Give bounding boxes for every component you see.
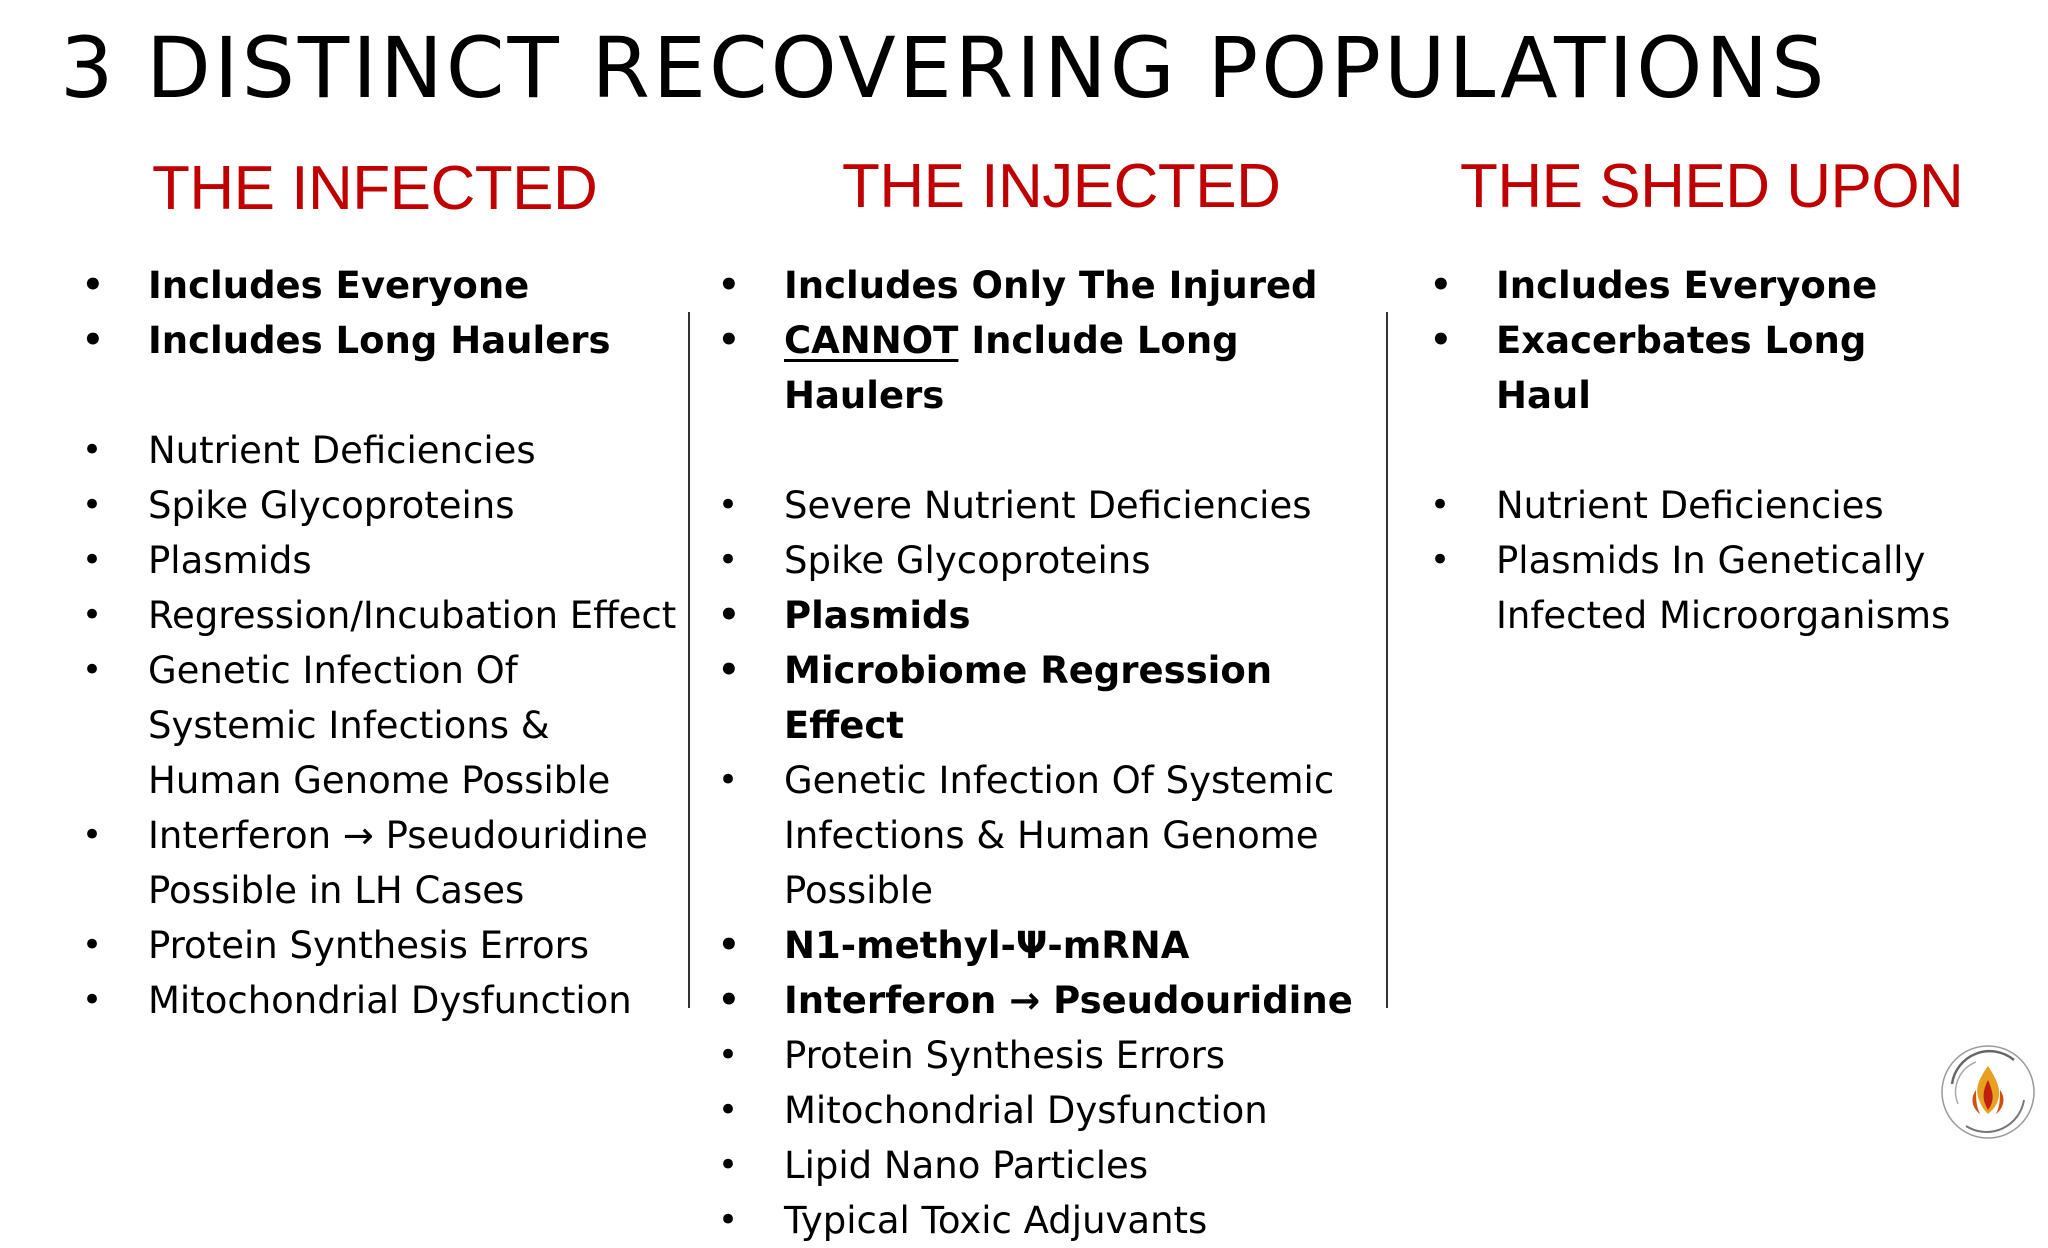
bullet-item: Includes Long Haulers (82, 313, 678, 368)
bullet-item: Genetic Infection Of Systemic Infections… (718, 753, 1368, 918)
column-injected-list: Includes Only The Injured CANNOT Include … (718, 258, 1368, 1248)
bullet-item: Mitochondrial Dysfunction (82, 973, 678, 1028)
bullet-text: Spike Glycoproteins (148, 484, 515, 527)
bullet-text: N1-methyl-Ψ-mRNA (784, 924, 1190, 967)
bullet-text: Lipid Nano Particles (784, 1144, 1149, 1187)
bullet-text: Nutrient Deficiencies (1496, 484, 1884, 527)
bullet-text: Includes Only The Injured (784, 264, 1318, 307)
bullet-text: Mitochondrial Dysfunction (784, 1089, 1268, 1132)
bullet-item: Lipid Nano Particles (718, 1138, 1368, 1193)
bullet-text: Include Long Haulers (784, 319, 1239, 417)
bullet-text: Plasmids (784, 594, 971, 637)
bullet-text: Includes Everyone (1496, 264, 1878, 307)
bullet-text: Includes Long Haulers (148, 319, 611, 362)
bullet-text: Genetic Infection Of Systemic Infections… (784, 759, 1335, 912)
column-divider-left (688, 312, 690, 1008)
column-shed-upon-list: Includes Everyone Exacerbates Long Haul Nu… (1430, 258, 1970, 643)
column-infected-list: Includes Everyone Includes Long Haulers Nu… (82, 258, 678, 1028)
bullet-item: Microbiome Regression Effect (718, 643, 1368, 753)
bullet-text: Mitochondrial Dysfunction (148, 979, 632, 1022)
bullet-text: Exacerbates Long Haul (1496, 319, 1867, 417)
emphasis-word: CANNOT (784, 319, 959, 362)
bullet-text: Plasmids (148, 539, 312, 582)
bullet-item: Severe Nutrient Deficiencies (718, 478, 1368, 533)
bullet-item: N1-methyl-Ψ-mRNA (718, 918, 1368, 973)
bullet-item: Regression/Incubation Effect (82, 588, 678, 643)
bullet-item: Interferon → Pseudouridine Possible in L… (82, 808, 678, 918)
bullet-item: Exacerbates Long Haul (1430, 313, 1970, 423)
column-heading-shed-upon: THE SHED UPON (1460, 152, 1964, 221)
bullet-item: Genetic Infection Of Systemic Infections… (82, 643, 678, 808)
bullet-item: Nutrient Deficiencies (82, 423, 678, 478)
slide-title: 3 DISTINCT RECOVERING POPULATIONS (60, 19, 1828, 117)
bullet-text: Plasmids In Genetically Infected Microor… (1496, 539, 1951, 637)
bullet-text: Severe Nutrient Deficiencies (784, 484, 1312, 527)
bullet-item: Mitochondrial Dysfunction (718, 1083, 1368, 1138)
column-heading-infected: THE INFECTED (152, 154, 598, 223)
bullet-text: Microbiome Regression Effect (784, 649, 1273, 747)
bullet-item: Protein Synthesis Errors (718, 1028, 1368, 1083)
bullet-item: Spike Glycoproteins (82, 478, 678, 533)
bullet-item: Typical Toxic Adjuvants (718, 1193, 1368, 1248)
bullet-item: Spike Glycoproteins (718, 533, 1368, 588)
bullet-text: Interferon → Pseudouridine Possible in L… (148, 814, 648, 912)
bullet-text: Includes Everyone (148, 264, 530, 307)
column-heading-injected: THE INJECTED (842, 152, 1281, 221)
bullet-text: Protein Synthesis Errors (784, 1034, 1226, 1077)
bullet-text: Regression/Incubation Effect (148, 594, 677, 637)
bullet-item: Includes Everyone (82, 258, 678, 313)
bullet-text: Spike Glycoproteins (784, 539, 1151, 582)
bullet-text: Protein Synthesis Errors (148, 924, 590, 967)
bullet-text: Typical Toxic Adjuvants (784, 1199, 1208, 1242)
bullet-item: Plasmids (718, 588, 1368, 643)
bullet-item: Plasmids In Genetically Infected Microor… (1430, 533, 1970, 643)
bullet-text: Genetic Infection Of Systemic Infections… (148, 649, 611, 802)
bullet-item: Interferon → Pseudouridine (718, 973, 1368, 1028)
bullet-text: Interferon → Pseudouridine (784, 979, 1353, 1022)
column-divider-right (1386, 312, 1388, 1008)
bullet-item: Protein Synthesis Errors (82, 918, 678, 973)
bullet-item: Nutrient Deficiencies (1430, 478, 1970, 533)
flame-logo-icon (1941, 1045, 2035, 1139)
bullet-text: Nutrient Deficiencies (148, 429, 536, 472)
bullet-item: Includes Everyone (1430, 258, 1970, 313)
bullet-item: Includes Only The Injured (718, 258, 1368, 313)
bullet-item: Plasmids (82, 533, 678, 588)
bullet-item: CANNOT Include Long Haulers (718, 313, 1368, 423)
